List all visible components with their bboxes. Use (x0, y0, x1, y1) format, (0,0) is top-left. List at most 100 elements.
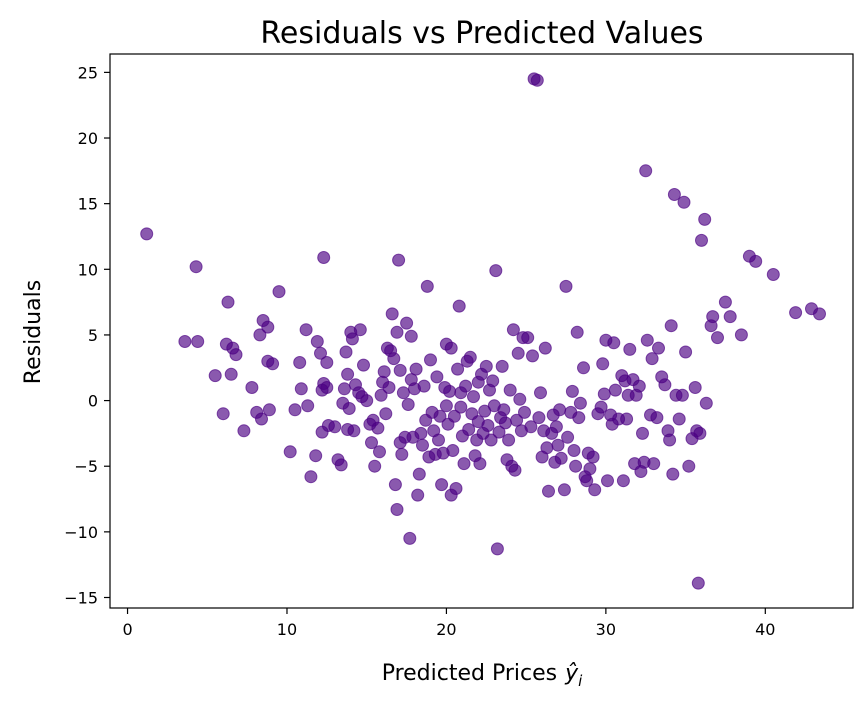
data-point (382, 381, 396, 394)
data-point (430, 370, 444, 384)
data-point (608, 383, 622, 397)
y-tick-label: 10 (78, 260, 98, 279)
data-point (679, 345, 693, 359)
x-axis-label-subscript: i (578, 672, 583, 690)
data-point (766, 268, 780, 281)
data-point (675, 388, 689, 402)
data-point (489, 264, 503, 278)
data-point (320, 381, 334, 394)
data-point (432, 433, 445, 447)
data-point (663, 433, 677, 447)
data-point (294, 382, 308, 396)
data-point (229, 348, 243, 362)
data-point (588, 483, 602, 497)
data-point (368, 459, 382, 473)
data-point (189, 260, 203, 274)
data-point (481, 419, 495, 432)
plot-frame (109, 53, 854, 609)
data-point (658, 378, 672, 392)
data-point (357, 358, 370, 372)
data-point (360, 394, 374, 408)
data-point (439, 399, 453, 413)
data-point (293, 356, 307, 369)
y-tick-label: 0 (88, 392, 98, 411)
data-point (400, 316, 414, 330)
data-point (639, 164, 653, 178)
data-point (347, 424, 361, 438)
data-point (498, 416, 512, 430)
data-point (698, 212, 712, 226)
data-point (424, 353, 437, 367)
data-point (473, 457, 487, 471)
data-point (508, 463, 522, 477)
data-point (301, 399, 315, 413)
data-point (411, 488, 425, 502)
data-point (216, 407, 230, 421)
data-point (178, 335, 192, 348)
y-tick-label: 25 (78, 63, 98, 82)
data-point (388, 478, 402, 492)
x-axis-label-symbol: ŷ (564, 661, 579, 686)
data-point (484, 433, 498, 447)
data-point (416, 438, 429, 452)
data-point (506, 323, 520, 337)
data-point (490, 542, 504, 556)
data-point (652, 341, 665, 355)
data-point (401, 398, 415, 411)
data-point (650, 411, 664, 425)
data-point (502, 433, 516, 447)
data-point (444, 341, 458, 355)
y-tick-label: −15 (64, 588, 98, 607)
data-point (393, 363, 407, 377)
data-point (337, 382, 351, 396)
data-point (409, 362, 423, 376)
data-point (449, 482, 463, 495)
data-point (601, 474, 614, 488)
chart-title: Residuals vs Predicted Values (260, 16, 703, 51)
x-tick-label: 40 (755, 620, 775, 639)
data-point (237, 424, 251, 438)
data-point (526, 349, 539, 363)
data-point (420, 279, 434, 293)
data-point (616, 474, 630, 488)
x-axis-title: Predicted Prices ŷi (382, 661, 583, 690)
data-point (596, 357, 610, 371)
data-point (320, 356, 334, 369)
data-point (672, 412, 686, 426)
data-point (711, 331, 724, 345)
data-point (253, 328, 267, 342)
data-point (328, 420, 342, 434)
data-point (632, 379, 646, 393)
data-point (677, 195, 691, 209)
data-point (462, 423, 476, 436)
data-point (597, 387, 611, 401)
data-point (813, 307, 826, 321)
data-point (208, 369, 222, 383)
data-point (262, 403, 276, 417)
data-point (682, 459, 696, 473)
data-point (299, 323, 313, 337)
y-tick-label: 5 (88, 326, 98, 345)
data-point (454, 400, 468, 414)
data-point (511, 346, 525, 360)
data-point (699, 396, 713, 410)
y-tick-label: 15 (78, 195, 98, 214)
data-point (640, 333, 654, 347)
data-point (374, 388, 388, 402)
data-point (554, 451, 568, 465)
data-point (261, 320, 275, 334)
data-point (396, 386, 410, 400)
x-tick-label: 0 (122, 620, 132, 639)
data-point (607, 336, 621, 350)
data-point (693, 426, 707, 440)
data-point (492, 425, 506, 439)
data-point (314, 346, 327, 360)
data-point (390, 503, 404, 516)
data-point (224, 367, 238, 381)
data-point (459, 379, 473, 393)
data-point (412, 467, 426, 481)
data-point (583, 462, 597, 476)
data-point (577, 361, 590, 375)
